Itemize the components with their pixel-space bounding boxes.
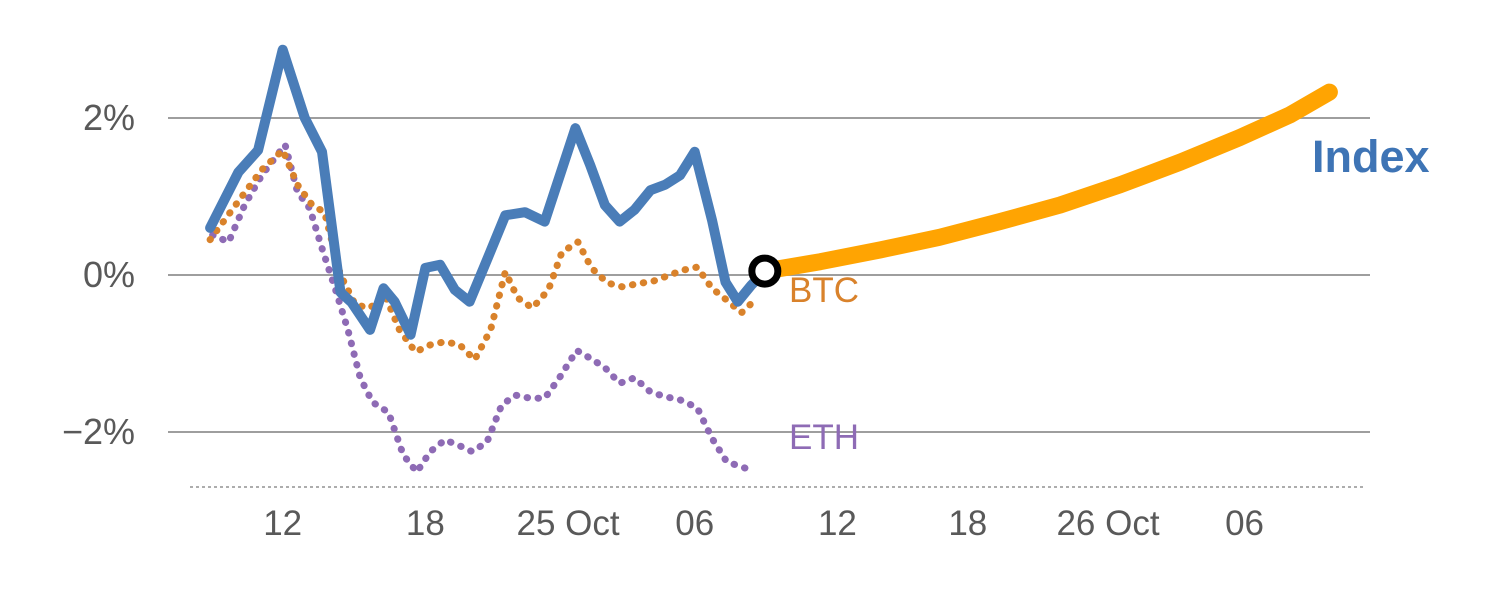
y-tick-label: −2% xyxy=(62,411,135,452)
x-tick-label: 12 xyxy=(818,504,857,543)
x-tick-label: 12 xyxy=(263,504,302,543)
index-line xyxy=(205,44,770,340)
btc-line xyxy=(206,146,759,364)
y-tick-label: 2% xyxy=(83,97,135,138)
x-tick-label: 26 Oct xyxy=(1056,504,1159,543)
x-tick-label: 06 xyxy=(1225,504,1264,543)
x-tick-label: 18 xyxy=(948,504,987,543)
x-tick-label: 18 xyxy=(406,504,445,543)
x-tick-label: 25 Oct xyxy=(516,504,619,543)
y-tick-label: 0% xyxy=(83,254,135,295)
forecast-start-marker xyxy=(748,254,782,288)
index-forecast-line xyxy=(756,83,1338,280)
eth-line xyxy=(209,141,749,476)
x-tick-label: 06 xyxy=(675,504,714,543)
